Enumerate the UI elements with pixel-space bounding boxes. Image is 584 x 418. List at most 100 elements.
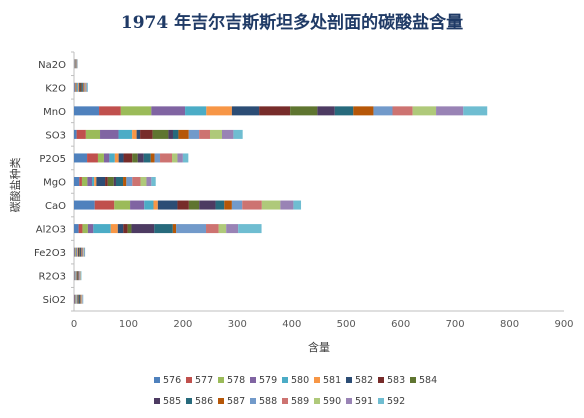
bar-segment-579 — [75, 294, 77, 304]
bar-segment-583 — [123, 224, 128, 234]
bar-segment-589 — [132, 177, 141, 186]
legend-swatch-582 — [346, 377, 352, 383]
bar-segment-582 — [136, 129, 141, 139]
bar-segment-590 — [218, 224, 227, 234]
y-tick-label: SO3 — [45, 130, 66, 141]
bar-segment-577 — [78, 224, 83, 234]
bar-segment-577 — [87, 153, 98, 163]
bar-segment-577 — [79, 177, 82, 186]
bar-segment-584 — [107, 177, 114, 186]
legend-swatch-581 — [314, 377, 320, 383]
bar-segment-578 — [75, 247, 76, 257]
bar-segment-591 — [436, 106, 464, 116]
bar-segment-579 — [151, 106, 186, 116]
bar-segment-590 — [412, 106, 437, 116]
bar-segment-580 — [92, 177, 95, 186]
bar-segment-591 — [280, 200, 294, 210]
x-tick-label: 700 — [446, 319, 465, 330]
bar-segment-585 — [199, 200, 216, 210]
bar-segment-576 — [74, 82, 75, 92]
x-axis-title: 含量 — [308, 340, 330, 354]
bar-segment-586 — [215, 200, 225, 210]
bar-segment-591 — [82, 294, 83, 304]
bar-segment-585 — [79, 247, 81, 257]
y-tick-label: K2O — [45, 83, 66, 94]
legend-label: 586 — [195, 396, 213, 407]
bar-segment-579 — [75, 247, 77, 257]
bar-segment-591 — [83, 247, 85, 257]
bar-segment-584 — [132, 153, 138, 163]
bar-segment-587 — [123, 177, 127, 186]
legend-swatch-577 — [186, 377, 192, 383]
legend-swatch-580 — [282, 377, 288, 383]
bar-segment-585 — [78, 294, 80, 304]
legend-label: 590 — [323, 396, 341, 407]
bar-segment-589 — [199, 129, 211, 139]
legend-label: 583 — [387, 375, 405, 386]
plot-area — [71, 51, 564, 312]
bar-segment-590 — [140, 177, 147, 186]
legend-swatch-583 — [378, 377, 384, 383]
bar-segment-582 — [157, 200, 178, 210]
bar-segment-580 — [93, 224, 111, 234]
bar-segment-584 — [152, 129, 169, 139]
bar-segment-590 — [172, 153, 178, 163]
bar-segment-578 — [85, 129, 101, 139]
bar-segment-576 — [74, 177, 80, 186]
bar-segment-588 — [176, 224, 207, 234]
y-tick-label: P2O5 — [39, 154, 66, 165]
x-tick-label: 100 — [119, 319, 138, 330]
bar-segment-590 — [210, 129, 222, 139]
bar-segment-592 — [82, 294, 84, 304]
bar-segment-586 — [154, 224, 173, 234]
bar-segment-579 — [130, 200, 145, 210]
bar-segment-585 — [131, 224, 155, 234]
bar-segment-582 — [77, 247, 79, 257]
y-tick-label: R2O3 — [38, 272, 66, 283]
bar-segment-592 — [87, 82, 88, 92]
bar-segment-587 — [178, 129, 189, 139]
bar-segment-592 — [84, 247, 86, 257]
bar-segment-592 — [238, 224, 262, 234]
bar-segment-590 — [85, 82, 87, 92]
bar-segment-579 — [87, 224, 94, 234]
bar-segment-584 — [78, 294, 79, 304]
bar-segment-583 — [140, 129, 153, 139]
bar-segment-583 — [177, 200, 189, 210]
bar-segment-577 — [74, 82, 76, 92]
y-tick-label: SiO2 — [43, 295, 66, 306]
bar-segment-576 — [74, 247, 75, 257]
bar-segment-586 — [82, 82, 83, 92]
bar-segment-588 — [373, 106, 393, 116]
bar-segment-589 — [81, 294, 82, 304]
bar-segment-579 — [76, 82, 78, 92]
bar-segment-578 — [75, 294, 76, 304]
legend-label: 578 — [227, 375, 245, 386]
bar-segment-587 — [79, 294, 81, 304]
bar-segment-578 — [120, 106, 152, 116]
bar-segment-585 — [168, 129, 173, 139]
legend-swatch-584 — [410, 377, 416, 383]
y-axis-title: 碳酸盐种类 — [8, 158, 22, 213]
bar-segment-581 — [78, 82, 79, 92]
y-tick-label: CaO — [45, 201, 66, 212]
bar-segment-583 — [79, 82, 81, 92]
bar-segment-581 — [114, 153, 119, 163]
legend-label: 591 — [355, 396, 373, 407]
bar-segment-580 — [118, 129, 133, 139]
bar-segment-592 — [182, 153, 189, 163]
legend-label: 587 — [227, 396, 245, 407]
y-tick-label: Na2O — [38, 60, 66, 71]
legend-swatch-591 — [346, 398, 352, 404]
bar-segment-586 — [334, 106, 354, 116]
x-tick-label: 200 — [173, 319, 192, 330]
legend-swatch-578 — [218, 377, 224, 383]
bar-segment-589 — [206, 224, 219, 234]
legend-label: 579 — [259, 375, 277, 386]
bar-segment-585 — [113, 177, 116, 186]
bar-segment-582 — [78, 82, 80, 92]
bar-segment-589 — [392, 106, 413, 116]
bar-segment-578 — [82, 224, 88, 234]
bar-segment-589 — [82, 247, 84, 257]
bar-segment-576 — [74, 106, 100, 116]
